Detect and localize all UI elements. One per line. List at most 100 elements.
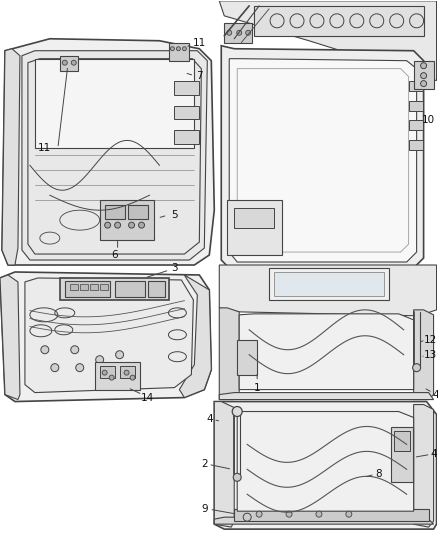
Circle shape (227, 30, 232, 35)
Polygon shape (413, 405, 434, 527)
Bar (409, 80, 423, 91)
Bar (274, 272, 384, 296)
Circle shape (243, 513, 251, 521)
Polygon shape (214, 401, 234, 527)
Text: 8: 8 (375, 470, 382, 479)
Circle shape (102, 370, 107, 375)
Text: 4: 4 (430, 449, 437, 459)
Circle shape (177, 47, 180, 51)
Circle shape (420, 80, 427, 86)
Bar (148, 281, 166, 297)
Bar (120, 366, 134, 378)
Bar (234, 509, 428, 521)
Polygon shape (22, 51, 207, 260)
Bar (65, 281, 110, 297)
Bar (409, 120, 423, 131)
Circle shape (246, 30, 251, 35)
Polygon shape (214, 401, 437, 529)
Circle shape (115, 222, 120, 228)
Bar (237, 340, 257, 375)
Text: 4: 4 (432, 390, 438, 400)
Text: 6: 6 (111, 250, 118, 260)
Circle shape (413, 364, 420, 372)
Polygon shape (2, 39, 214, 265)
Bar (100, 366, 115, 378)
Circle shape (62, 60, 67, 65)
Circle shape (233, 473, 241, 481)
Circle shape (71, 346, 79, 354)
Bar (100, 284, 108, 290)
Polygon shape (2, 49, 20, 265)
Circle shape (346, 511, 352, 517)
Bar (60, 278, 170, 300)
Text: 12: 12 (424, 335, 437, 345)
Bar (70, 284, 78, 290)
Circle shape (130, 375, 135, 380)
Circle shape (76, 364, 84, 372)
Bar (409, 101, 423, 110)
Bar (269, 268, 389, 300)
Text: 11: 11 (193, 38, 206, 48)
Bar (35, 59, 194, 148)
Text: 2: 2 (201, 459, 208, 470)
Bar (105, 205, 124, 219)
Bar (234, 208, 274, 228)
Circle shape (420, 72, 427, 79)
Circle shape (105, 222, 111, 228)
Bar (409, 140, 423, 150)
Text: 5: 5 (171, 210, 178, 220)
Circle shape (51, 364, 59, 372)
Text: 7: 7 (196, 71, 203, 80)
Bar (394, 431, 410, 451)
Circle shape (41, 346, 49, 354)
Circle shape (286, 511, 292, 517)
Polygon shape (229, 59, 417, 262)
Circle shape (237, 30, 242, 35)
Bar (391, 427, 413, 482)
Bar (174, 106, 199, 119)
Text: 10: 10 (422, 116, 435, 125)
Polygon shape (237, 411, 413, 511)
Bar (115, 281, 145, 297)
Circle shape (170, 47, 174, 51)
Polygon shape (0, 275, 20, 400)
Text: 11: 11 (38, 143, 52, 154)
Circle shape (116, 351, 124, 359)
Bar (224, 23, 252, 43)
Polygon shape (219, 265, 437, 316)
Bar (95, 362, 140, 390)
Circle shape (71, 60, 76, 65)
Polygon shape (219, 308, 239, 400)
Circle shape (95, 356, 104, 364)
Polygon shape (180, 275, 211, 398)
Bar (90, 284, 98, 290)
Polygon shape (219, 1, 437, 80)
Polygon shape (0, 272, 211, 401)
Circle shape (109, 375, 114, 380)
Polygon shape (219, 393, 434, 400)
Text: 4: 4 (206, 415, 212, 424)
Circle shape (256, 511, 262, 517)
Circle shape (129, 222, 134, 228)
Bar (127, 205, 148, 219)
Text: 1: 1 (254, 383, 261, 393)
Bar (254, 6, 424, 36)
Text: 13: 13 (424, 350, 437, 360)
Polygon shape (221, 46, 424, 268)
Bar (174, 80, 199, 94)
Bar (60, 56, 78, 71)
Circle shape (232, 407, 242, 416)
Text: 14: 14 (141, 393, 154, 402)
Bar (80, 284, 88, 290)
Circle shape (420, 63, 427, 69)
Bar (100, 200, 155, 240)
Bar (227, 200, 282, 255)
Bar (174, 131, 199, 144)
Circle shape (316, 511, 322, 517)
Bar (170, 43, 189, 61)
Circle shape (124, 370, 129, 375)
Bar (413, 61, 434, 88)
Circle shape (182, 47, 187, 51)
Polygon shape (214, 517, 434, 524)
Polygon shape (413, 310, 434, 400)
